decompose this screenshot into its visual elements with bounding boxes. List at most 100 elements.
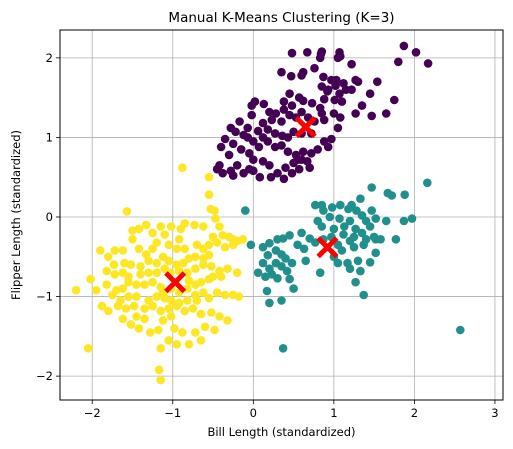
data-point	[166, 296, 176, 305]
data-point	[144, 268, 153, 278]
data-point	[228, 139, 238, 149]
data-point	[156, 344, 165, 353]
data-point	[351, 224, 360, 234]
data-point	[172, 244, 182, 254]
data-point	[277, 262, 286, 271]
x-tick-label: 2	[411, 406, 418, 420]
data-point	[166, 312, 176, 321]
data-point	[323, 142, 333, 152]
x-tick-label: 0	[250, 406, 257, 420]
data-point	[152, 238, 161, 247]
data-point	[136, 270, 145, 279]
data-point	[204, 293, 214, 303]
data-point	[373, 77, 382, 86]
data-point	[285, 231, 294, 240]
data-point	[381, 216, 391, 226]
data-point	[423, 59, 433, 68]
data-point	[289, 284, 298, 293]
data-point	[263, 137, 273, 146]
data-point	[273, 274, 282, 283]
data-point	[226, 123, 236, 133]
data-point	[141, 220, 151, 230]
data-point	[285, 89, 294, 98]
data-point	[215, 312, 224, 321]
data-point	[156, 375, 165, 385]
data-point	[122, 207, 132, 216]
data-point	[216, 142, 226, 152]
data-point	[337, 246, 347, 255]
x-axis-title: Bill Length (standardized)	[207, 425, 355, 439]
data-point	[83, 344, 93, 353]
data-point	[286, 71, 296, 81]
data-point	[327, 134, 336, 144]
chart-title: Manual K-Means Clustering (K=3)	[168, 10, 394, 26]
data-point	[200, 322, 210, 332]
data-point	[208, 232, 218, 242]
data-point	[315, 268, 325, 278]
data-point	[180, 244, 190, 254]
data-point	[390, 95, 399, 105]
data-point	[336, 113, 345, 122]
data-point	[359, 290, 369, 300]
data-point	[303, 48, 312, 57]
data-point	[152, 292, 161, 301]
data-point	[301, 256, 311, 266]
data-point	[297, 228, 306, 238]
data-point	[245, 149, 254, 158]
data-point	[356, 194, 365, 203]
data-point	[319, 206, 328, 215]
data-point	[285, 274, 294, 284]
data-point	[333, 53, 343, 63]
data-point	[279, 174, 289, 184]
data-point	[287, 48, 297, 58]
data-point	[71, 285, 81, 295]
data-point	[223, 264, 232, 274]
data-point	[166, 222, 176, 231]
centroid-marker	[316, 236, 339, 259]
data-point	[191, 328, 200, 337]
data-point	[134, 324, 144, 333]
data-point	[118, 314, 128, 324]
data-point	[287, 258, 297, 268]
data-point	[263, 250, 273, 260]
data-point	[108, 290, 117, 300]
data-point	[407, 214, 417, 223]
data-point	[277, 117, 286, 126]
data-point	[315, 53, 325, 63]
data-point	[249, 137, 258, 146]
data-point	[243, 123, 252, 133]
data-point	[294, 93, 304, 102]
data-point	[144, 256, 153, 266]
data-point	[134, 244, 144, 254]
data-point	[235, 117, 244, 126]
axis-ticks: −2 −1 0 1 2 3 −2 −1 0 1 2	[36, 51, 499, 420]
data-point	[307, 98, 317, 108]
data-point	[140, 304, 149, 313]
data-point	[160, 230, 169, 239]
data-point	[367, 111, 377, 121]
data-point	[319, 94, 329, 104]
data-point	[113, 301, 123, 311]
data-point	[109, 260, 119, 270]
data-point	[232, 161, 242, 170]
data-point	[199, 222, 208, 231]
data-point	[132, 312, 141, 321]
x-tick-label: −2	[84, 406, 101, 420]
data-point	[271, 109, 281, 118]
data-point	[423, 178, 432, 188]
data-point	[353, 256, 363, 266]
data-point	[216, 272, 226, 282]
data-point	[128, 226, 137, 235]
data-point	[158, 316, 168, 325]
data-point	[223, 316, 232, 325]
data-point	[110, 246, 120, 255]
x-tick-label: 3	[491, 406, 498, 420]
data-point	[293, 155, 302, 164]
data-point	[247, 110, 256, 120]
data-point	[91, 285, 101, 295]
data-point	[411, 48, 421, 57]
data-point	[148, 301, 157, 311]
data-point	[188, 304, 198, 313]
data-point	[176, 224, 186, 234]
